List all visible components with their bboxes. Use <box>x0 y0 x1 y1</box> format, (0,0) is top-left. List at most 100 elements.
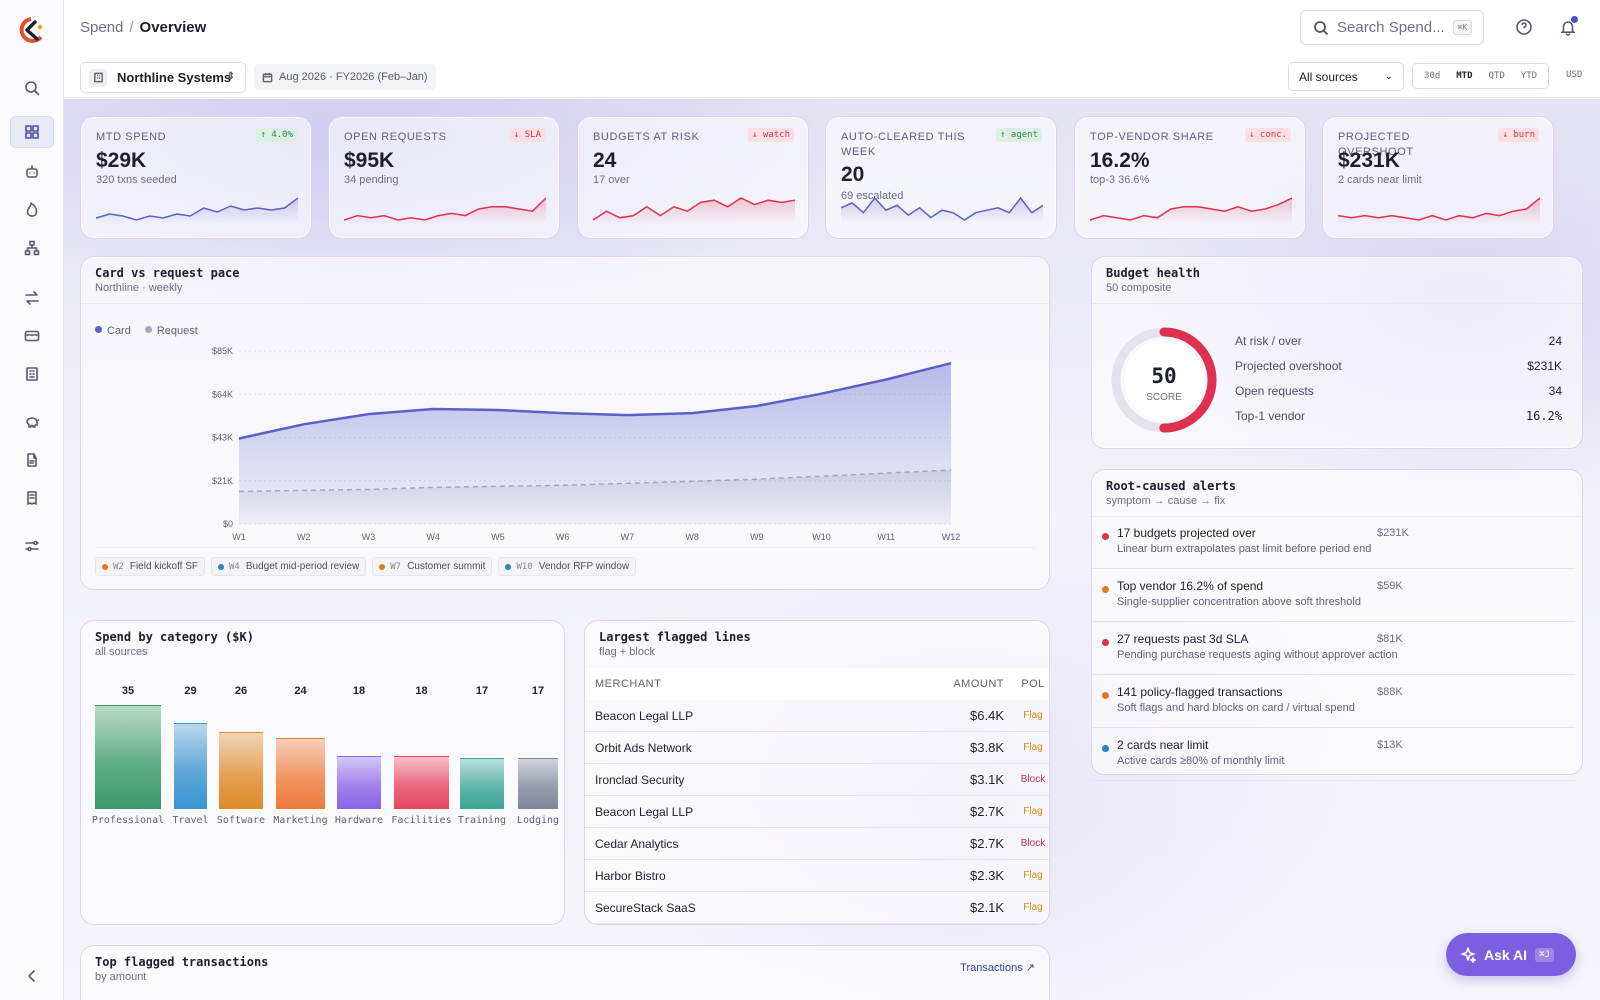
category-bar[interactable] <box>394 755 449 809</box>
category-bar[interactable] <box>337 755 381 809</box>
breadcrumb-spend[interactable]: Spend <box>80 19 124 36</box>
score-gauge: 50 SCORE <box>1111 327 1217 433</box>
budget-health-card: Budget health 50 composite 50 SCORE At r… <box>1091 256 1583 449</box>
range-option-qtd[interactable]: QTD <box>1488 71 1505 81</box>
series-area-request <box>239 470 951 524</box>
event-chip[interactable]: W2 Field kickoff SF <box>95 557 206 576</box>
series-line-request <box>238 469 952 493</box>
x-tick-label: W12 <box>942 532 961 542</box>
sparkline-area <box>1090 198 1292 224</box>
transfer-icon[interactable] <box>10 282 54 314</box>
collapse-sidebar-icon[interactable] <box>10 960 54 992</box>
col-merchant[interactable]: Merchant <box>595 678 662 690</box>
y-tick-label: $0 <box>223 519 233 529</box>
category-bar[interactable] <box>460 758 504 809</box>
kpi-card[interactable]: Projected overshoot $231K 2 cards near lim… <box>1322 116 1554 239</box>
category-bar[interactable] <box>174 722 207 809</box>
help-icon[interactable] <box>1515 18 1533 36</box>
col-amount[interactable]: Amount <box>953 678 1004 690</box>
event-chip[interactable]: W10 Vendor RFP window <box>498 557 637 576</box>
org-selector[interactable]: Northline Systems ⇕ <box>80 62 246 93</box>
table-row[interactable]: SecureStack SaaS $2.1K Flag <box>585 892 1049 924</box>
alert-item[interactable]: 2 cards near limit Active cards ≥80% of m… <box>1092 729 1575 781</box>
merchant-cell: SecureStack SaaS <box>595 900 696 915</box>
flame-icon[interactable] <box>10 194 54 226</box>
kpi-card[interactable]: Budgets at risk 24 17 over ↓ watch <box>577 116 809 239</box>
category-bar[interactable] <box>276 737 325 809</box>
piggy-bank-icon[interactable] <box>10 406 54 438</box>
amount-cell: $2.7K <box>970 804 1004 819</box>
score-label: SCORE <box>1146 392 1182 403</box>
table-row[interactable]: Beacon Legal LLP $2.7K Flag <box>585 796 1049 828</box>
building-icon[interactable] <box>10 358 54 390</box>
card-icon[interactable] <box>10 320 54 352</box>
currency-label[interactable]: USD <box>1566 70 1583 80</box>
alert-item[interactable]: 27 requests past 3d SLA Pending purchase … <box>1092 623 1575 675</box>
category-bar[interactable] <box>95 705 161 809</box>
alert-amount: $88K <box>1377 686 1403 698</box>
filter-bar: Northline Systems ⇕ Aug 2026 · FY2026 (F… <box>64 56 1600 98</box>
merchant-cell: Cedar Analytics <box>595 836 679 851</box>
transactions-link[interactable]: Transactions ↗ <box>960 962 1035 974</box>
col-pol[interactable]: Pol <box>1021 678 1045 690</box>
kpi-value: $95K <box>344 149 395 172</box>
legend-item-request[interactable]: Request <box>144 325 198 337</box>
ask-ai-button[interactable]: Ask AI ⌘J <box>1446 933 1576 976</box>
x-tick-label: W4 <box>426 532 440 542</box>
top-bar: Spend / Overview Search Spend... ⌘K <box>64 0 1600 56</box>
severity-dot-icon <box>1102 533 1109 540</box>
org-tree-icon[interactable] <box>10 232 54 264</box>
legend-dot-icon <box>144 326 152 333</box>
brand-logo[interactable] <box>17 17 45 43</box>
health-row: At risk / over 24 <box>1235 334 1562 348</box>
event-chip[interactable]: W4 Budget mid-period review <box>211 557 367 576</box>
table-row[interactable]: Cedar Analytics $2.7K Block <box>585 828 1049 860</box>
chevron-down-icon: ⌄ <box>1384 71 1393 82</box>
kpi-label: MTD spend <box>96 131 167 143</box>
receipt-icon[interactable] <box>10 482 54 514</box>
table-row[interactable]: Ironclad Security $3.1K Block <box>585 764 1049 796</box>
category-bar[interactable] <box>518 758 558 809</box>
alerts-subtitle: symptom → cause → fix <box>1106 495 1226 507</box>
settings-sliders-icon[interactable] <box>10 530 54 562</box>
merchant-cell: Beacon Legal LLP <box>595 708 694 723</box>
range-option-ytd[interactable]: YTD <box>1520 71 1538 81</box>
document-edit-icon[interactable] <box>10 444 54 476</box>
table-row[interactable]: Orbit Ads Network $3.8K Flag <box>585 732 1049 764</box>
alert-item[interactable]: 141 policy-flagged transactions Soft flag… <box>1092 676 1575 728</box>
category-bar[interactable] <box>219 731 263 809</box>
kpi-sparkline <box>96 197 298 224</box>
kpi-card[interactable]: Open requests $95K 34 pending ↓ SLA <box>328 116 560 239</box>
range-option-30d[interactable]: 30d <box>1424 71 1441 81</box>
top-flagged-title: Top flagged transactions <box>95 955 269 969</box>
notifications-bell-icon[interactable] <box>1559 16 1578 36</box>
health-row: Projected overshoot $231K <box>1235 359 1562 373</box>
alert-item[interactable]: Top vendor 16.2% of spend Single-supplier… <box>1092 570 1575 622</box>
flagged-subtitle: flag + block <box>599 646 655 658</box>
search-icon[interactable] <box>10 72 54 104</box>
kpi-card[interactable]: MTD spend $29K 320 txns seeded ↑ 4.0% <box>80 116 312 239</box>
table-row[interactable]: Beacon Legal LLP $6.4K Flag <box>585 700 1049 732</box>
bot-icon[interactable] <box>10 156 54 188</box>
period-picker[interactable]: Aug 2026 · FY2026 (Feb–Jan) <box>254 64 436 90</box>
sparkline-line <box>96 197 298 221</box>
event-chip[interactable]: W7 Customer summit <box>372 557 493 576</box>
dashboard-icon[interactable] <box>10 116 54 148</box>
alert-item[interactable]: 17 budgets projected over Linear burn ext… <box>1092 517 1575 569</box>
event-dot-icon <box>505 563 512 570</box>
range-option-mtd[interactable]: MTD <box>1456 71 1473 81</box>
building-icon <box>89 68 107 87</box>
x-tick-label: W10 <box>812 532 831 542</box>
merchant-cell: Harbor Bistro <box>595 868 666 883</box>
legend-item-card[interactable]: Card <box>95 325 131 337</box>
kpi-card[interactable]: Top-vendor share 16.2% top-3 36.6% ↓ conc. <box>1074 116 1306 239</box>
search-input[interactable]: Search Spend... ⌘K <box>1300 10 1484 45</box>
y-tick-label: $21K <box>212 476 233 486</box>
pace-chart-card: Card vs request pace Northline · weekly … <box>80 256 1050 590</box>
kpi-sparkline <box>1090 197 1292 224</box>
sources-select[interactable]: All sources ⌄ <box>1288 62 1404 91</box>
bar-value-label: 17 <box>475 685 489 697</box>
table-row[interactable]: Harbor Bistro $2.3K Flag <box>585 860 1049 892</box>
alerts-card: Root-caused alerts symptom → cause → fix… <box>1091 469 1583 781</box>
kpi-card[interactable]: Auto-cleared this week 20 69 escalated ↑ ag… <box>825 116 1057 239</box>
